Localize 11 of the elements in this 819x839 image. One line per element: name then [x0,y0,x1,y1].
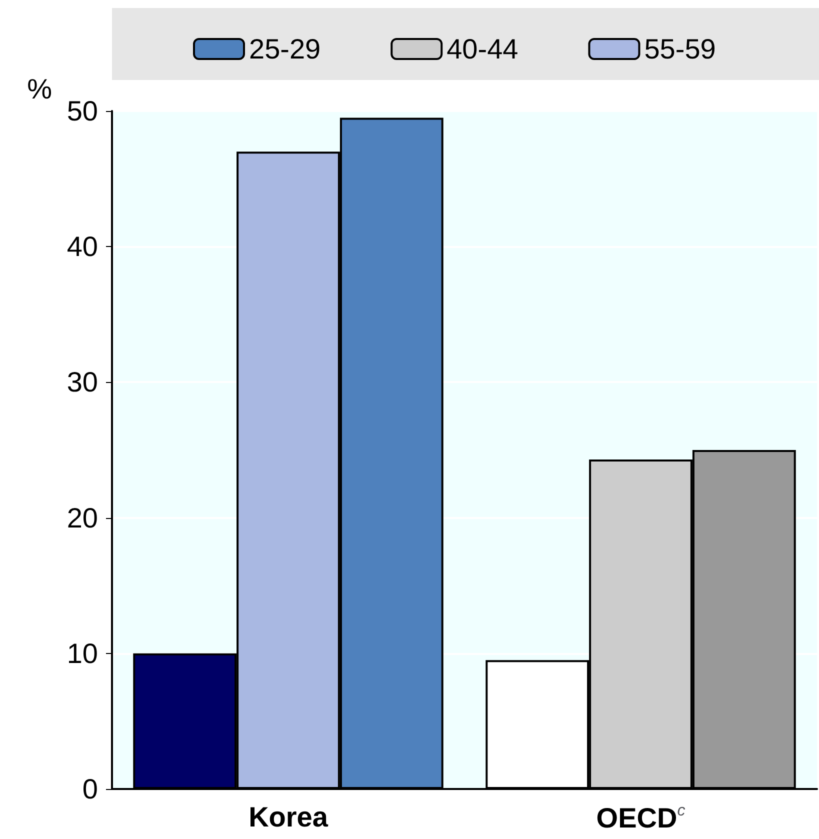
y-tick-label: 40 [66,231,98,262]
x-tick-label: Korea [248,802,328,832]
legend-label: 55-59 [644,34,716,64]
y-tick-label: 30 [66,366,98,398]
y-tick-label: 20 [66,502,98,534]
y-tick-label: 0 [82,774,98,804]
y-tick-label: 50 [66,96,98,126]
legend-label: 25-29 [249,34,321,64]
y-tick-label: 10 [66,638,98,669]
y-axis-title: % [27,74,52,104]
legend-label: 40-44 [446,34,518,64]
